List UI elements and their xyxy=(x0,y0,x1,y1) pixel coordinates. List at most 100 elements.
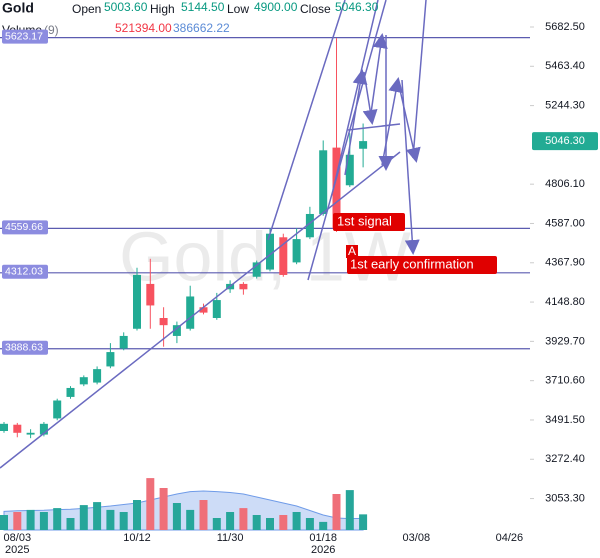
x-tick-label: 11/30 xyxy=(217,532,244,544)
legend-label: Low xyxy=(227,2,249,16)
volume-bar xyxy=(279,515,288,530)
volume-bar xyxy=(39,512,48,530)
volume-bar xyxy=(292,512,301,530)
candle-body xyxy=(292,239,301,263)
legend-value: 5046.30 xyxy=(335,0,379,14)
candle-body xyxy=(186,296,195,329)
candle-body xyxy=(13,424,22,433)
y-tick-label: 5682.50 xyxy=(545,21,585,33)
candle-body xyxy=(239,283,248,290)
y-tick-label: 4806.10 xyxy=(545,178,585,190)
legend-label: Close xyxy=(300,2,331,16)
level-tag xyxy=(2,340,48,355)
level-label: 4559.66 xyxy=(5,221,43,233)
level-label: 5623.17 xyxy=(5,30,43,42)
annotation: 1st early confirmation xyxy=(350,256,474,271)
volume-bar xyxy=(305,518,314,530)
candle-body xyxy=(212,300,221,318)
y-tick-label: 5244.30 xyxy=(545,99,585,111)
level-label: 3888.63 xyxy=(5,342,43,354)
overlay: 5623.17 4559.66 4312.03 3888.63 5046.30 xyxy=(2,29,598,355)
candle-body xyxy=(359,141,368,149)
volume-bar xyxy=(133,500,141,530)
annotations: 1st signal A 1st early confirmation xyxy=(333,213,497,274)
level-tag xyxy=(2,264,48,279)
annotation-box xyxy=(347,256,497,274)
volume-bar xyxy=(319,521,328,530)
x-tick-label: 01/18 xyxy=(309,532,337,544)
candle-body xyxy=(0,423,8,431)
y-tick-label: 4367.90 xyxy=(545,257,585,269)
x-tick-label: 08/03 xyxy=(4,532,32,544)
volume-bar xyxy=(53,508,62,530)
candle-body xyxy=(266,233,274,270)
volume-bar xyxy=(0,515,8,530)
annotation: 1st signal xyxy=(337,213,392,228)
last-price-tag xyxy=(532,132,598,151)
volume-bar xyxy=(106,509,115,530)
candle-body xyxy=(39,423,48,435)
y-tick-label: 4148.80 xyxy=(545,296,585,308)
volume-bar xyxy=(199,500,208,530)
volume-bar xyxy=(119,512,128,530)
volume-bar xyxy=(66,518,75,530)
legend-value: 5144.50 xyxy=(181,0,225,14)
volume-bar xyxy=(146,478,155,530)
volume-bar xyxy=(159,488,168,530)
y-tick-label: 5463.40 xyxy=(545,60,585,72)
level-label: 4312.03 xyxy=(5,266,43,278)
x-year-label: 2026 xyxy=(311,544,335,556)
drawings xyxy=(0,0,427,469)
volume-bar xyxy=(239,508,248,530)
legend-label: Open xyxy=(72,2,101,16)
y-tick-label: 3929.70 xyxy=(545,335,585,347)
volume-bar xyxy=(26,509,35,530)
candle-body xyxy=(279,237,288,275)
candle-body xyxy=(345,154,354,186)
volume-bar xyxy=(226,512,235,530)
candle-body xyxy=(159,318,168,326)
volume-bar xyxy=(359,514,368,530)
candle-body xyxy=(26,432,35,435)
volume-bar xyxy=(79,505,88,530)
volume-bar xyxy=(345,490,354,530)
x-year-label: 2025 xyxy=(5,544,29,556)
annotation: A xyxy=(348,244,356,258)
legend-label: High xyxy=(150,2,175,16)
x-tick-label: 10/12 xyxy=(123,532,151,544)
volume-bar xyxy=(93,502,102,530)
volume-bar xyxy=(252,515,261,530)
candle-body xyxy=(133,274,141,329)
x-tick-label: 04/26 xyxy=(496,532,524,544)
header: Gold Open 5003.60 High 5144.50 Low 4900.… xyxy=(2,0,379,37)
legend-value: 386662.22 xyxy=(173,21,230,35)
volume-bar xyxy=(186,509,195,530)
candle-body xyxy=(305,213,314,238)
y-tick-label: 4587.00 xyxy=(545,217,585,229)
y-tick-label: 3491.50 xyxy=(545,414,585,426)
y-tick-label: 3053.30 xyxy=(545,492,585,504)
legend-value: 4900.00 xyxy=(254,0,298,14)
candle-body xyxy=(66,387,75,397)
symbol: Gold xyxy=(2,0,34,16)
candle-body xyxy=(199,307,208,313)
volume-bar xyxy=(266,518,274,530)
volume-bar xyxy=(172,503,181,530)
candle-body xyxy=(319,150,328,214)
y-tick-label: 3272.40 xyxy=(545,453,585,465)
annotation-box xyxy=(333,213,405,231)
candle-body xyxy=(119,335,128,349)
price-axis xyxy=(530,0,600,558)
candle-body xyxy=(332,147,341,229)
y-tick-label: 3710.60 xyxy=(545,375,585,387)
level-tag xyxy=(2,220,48,235)
legend-value: 5003.60 xyxy=(104,0,148,14)
volume-bar xyxy=(212,518,221,530)
candle-body xyxy=(79,377,88,385)
candle-body xyxy=(146,283,155,306)
candle-body xyxy=(106,352,115,367)
annotation-box xyxy=(346,245,358,258)
candle-body xyxy=(172,325,181,336)
